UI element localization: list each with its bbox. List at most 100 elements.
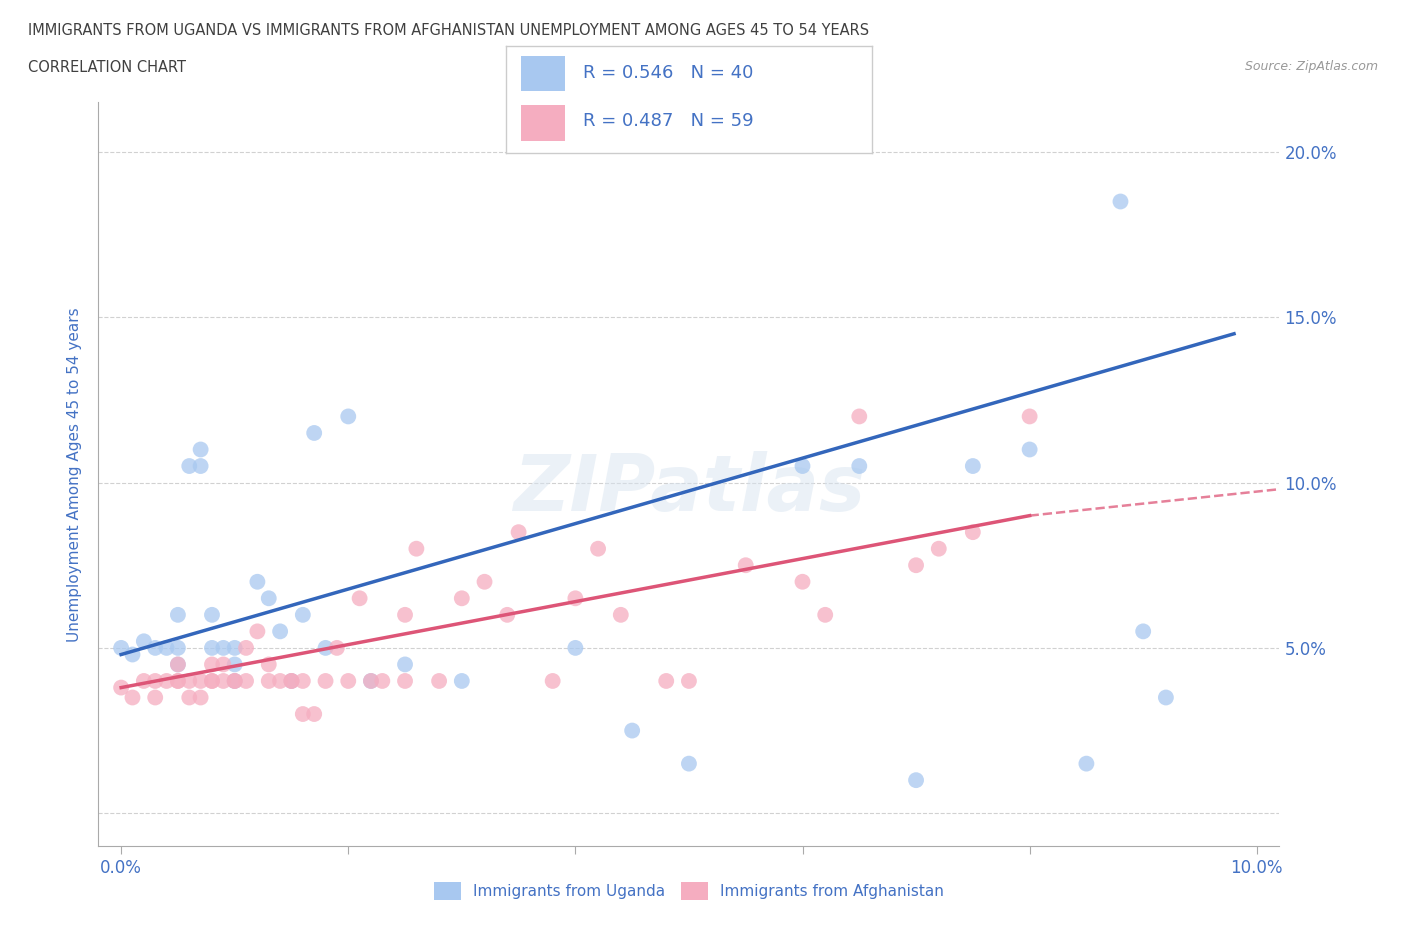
- Point: [257, 591, 280, 605]
- Point: [280, 673, 302, 688]
- Point: [155, 641, 177, 656]
- Point: [848, 409, 870, 424]
- Point: [110, 680, 132, 695]
- Point: [179, 673, 201, 688]
- Point: [179, 458, 201, 473]
- Point: [121, 690, 143, 705]
- Point: [1109, 194, 1132, 209]
- Text: CORRELATION CHART: CORRELATION CHART: [28, 60, 186, 75]
- Point: [167, 673, 190, 688]
- Text: IMMIGRANTS FROM UGANDA VS IMMIGRANTS FROM AFGHANISTAN UNEMPLOYMENT AMONG AGES 45: IMMIGRANTS FROM UGANDA VS IMMIGRANTS FRO…: [28, 23, 869, 38]
- Point: [190, 442, 212, 457]
- Point: [1154, 690, 1177, 705]
- Text: R = 0.487   N = 59: R = 0.487 N = 59: [583, 113, 754, 130]
- Point: [190, 690, 212, 705]
- Point: [132, 634, 155, 649]
- Point: [360, 673, 382, 688]
- Point: [190, 673, 212, 688]
- Point: [212, 641, 235, 656]
- Point: [246, 624, 269, 639]
- Point: [201, 607, 224, 622]
- Point: [167, 657, 190, 671]
- Point: [394, 657, 416, 671]
- Point: [167, 641, 190, 656]
- Point: [201, 641, 224, 656]
- Point: [269, 624, 291, 639]
- Point: [201, 673, 224, 688]
- Point: [564, 641, 586, 656]
- Bar: [520, 105, 565, 140]
- Point: [450, 673, 472, 688]
- Y-axis label: Unemployment Among Ages 45 to 54 years: Unemployment Among Ages 45 to 54 years: [67, 307, 83, 642]
- Point: [212, 657, 235, 671]
- Point: [586, 541, 609, 556]
- Point: [349, 591, 371, 605]
- Point: [121, 647, 143, 662]
- Bar: [520, 56, 565, 91]
- Point: [1018, 409, 1040, 424]
- Text: Source: ZipAtlas.com: Source: ZipAtlas.com: [1244, 60, 1378, 73]
- Point: [450, 591, 472, 605]
- Point: [291, 707, 314, 722]
- Point: [337, 673, 360, 688]
- Point: [224, 641, 246, 656]
- Point: [655, 673, 678, 688]
- Legend: Immigrants from Uganda, Immigrants from Afghanistan: Immigrants from Uganda, Immigrants from …: [427, 876, 950, 906]
- Point: [280, 673, 302, 688]
- Point: [496, 607, 519, 622]
- Point: [212, 673, 235, 688]
- Point: [235, 641, 257, 656]
- Point: [224, 673, 246, 688]
- Point: [224, 673, 246, 688]
- Point: [246, 575, 269, 590]
- Point: [143, 690, 166, 705]
- Point: [326, 641, 349, 656]
- Point: [792, 575, 814, 590]
- Text: R = 0.546   N = 40: R = 0.546 N = 40: [583, 64, 754, 82]
- Point: [734, 558, 756, 573]
- Point: [394, 673, 416, 688]
- Point: [257, 657, 280, 671]
- Point: [564, 591, 586, 605]
- Point: [337, 409, 360, 424]
- Point: [201, 657, 224, 671]
- Point: [167, 657, 190, 671]
- Point: [848, 458, 870, 473]
- Point: [814, 607, 837, 622]
- Point: [371, 673, 394, 688]
- Point: [224, 657, 246, 671]
- Point: [132, 673, 155, 688]
- Point: [394, 607, 416, 622]
- Point: [110, 641, 132, 656]
- Point: [291, 673, 314, 688]
- Point: [678, 673, 700, 688]
- Point: [928, 541, 950, 556]
- Point: [302, 426, 325, 441]
- Point: [962, 458, 984, 473]
- Point: [1076, 756, 1098, 771]
- Point: [190, 458, 212, 473]
- Point: [257, 673, 280, 688]
- Point: [302, 707, 325, 722]
- Point: [621, 724, 644, 738]
- Point: [315, 673, 337, 688]
- Point: [155, 673, 177, 688]
- Text: ZIPatlas: ZIPatlas: [513, 451, 865, 527]
- Point: [143, 673, 166, 688]
- Point: [235, 673, 257, 688]
- Point: [167, 607, 190, 622]
- Point: [1018, 442, 1040, 457]
- Point: [280, 673, 302, 688]
- Point: [201, 673, 224, 688]
- Point: [291, 607, 314, 622]
- Point: [360, 673, 382, 688]
- Point: [143, 641, 166, 656]
- Point: [678, 756, 700, 771]
- Point: [405, 541, 427, 556]
- Point: [269, 673, 291, 688]
- Point: [167, 673, 190, 688]
- Point: [792, 458, 814, 473]
- Point: [179, 690, 201, 705]
- Point: [474, 575, 496, 590]
- Point: [1132, 624, 1154, 639]
